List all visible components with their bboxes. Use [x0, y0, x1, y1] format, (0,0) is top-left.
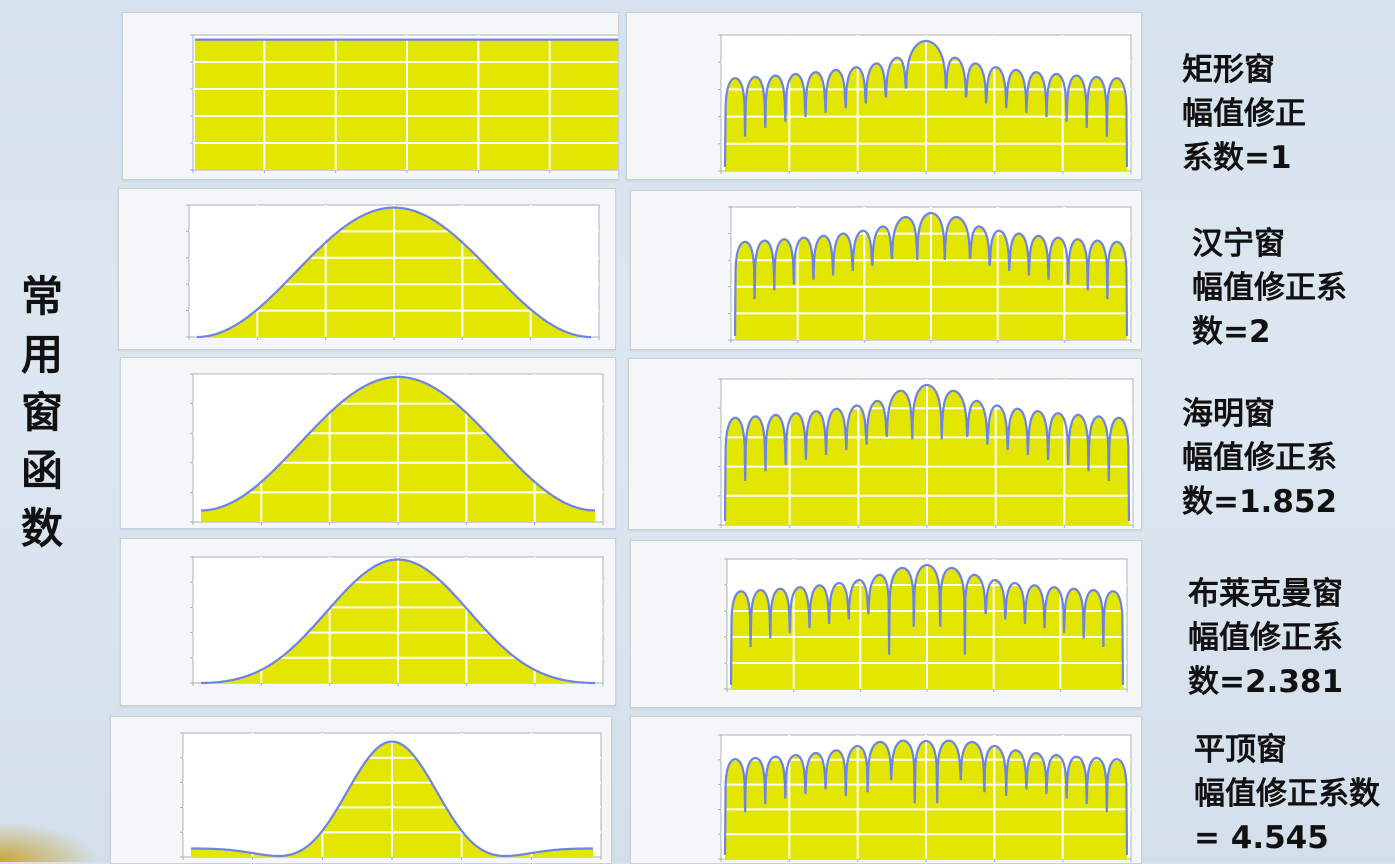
label-line: 海明窗	[1182, 396, 1275, 432]
hamming-time-chart	[190, 373, 604, 525]
label-line: 幅值修正系	[1182, 440, 1337, 476]
label-line: 数=2	[1192, 314, 1271, 350]
series-line	[201, 558, 595, 685]
hann-freq-panel	[630, 190, 1142, 350]
blackman-time-chart	[190, 556, 604, 686]
series-line	[733, 211, 1129, 337]
hann-time-chart	[186, 204, 600, 340]
blackman-freq-chart	[724, 558, 1128, 692]
rect-time-panel	[122, 12, 619, 180]
label-line: 汉宁窗	[1192, 226, 1285, 262]
series-line	[723, 39, 1129, 168]
side-title-char: 窗	[20, 388, 63, 437]
series-line	[197, 206, 591, 339]
label-line: 数=2.381	[1188, 664, 1344, 700]
row-2-label: 汉宁窗 幅值修正系 数=2	[1192, 222, 1347, 354]
series-line	[723, 383, 1131, 522]
rect-freq-panel	[626, 12, 1142, 180]
corner-shade	[0, 822, 100, 862]
series-line	[201, 375, 595, 512]
series-line	[191, 740, 593, 858]
hann-freq-chart	[728, 206, 1132, 343]
label-line: 矩形窗	[1182, 52, 1275, 88]
hamming-time-panel	[120, 357, 616, 529]
flattop-freq-panel	[630, 716, 1142, 864]
series-line	[729, 563, 1125, 686]
label-line: 幅值修正系	[1188, 620, 1343, 656]
hamming-freq-panel	[628, 358, 1142, 530]
hamming-freq-chart	[718, 378, 1134, 528]
row-4-label: 布莱克曼窗 幅值修正系 数=2.381	[1188, 572, 1343, 704]
rect-time-chart	[190, 34, 618, 173]
blackman-time-panel	[120, 538, 616, 706]
flattop-time-panel	[110, 716, 612, 864]
rect-freq-chart	[718, 34, 1132, 174]
flattop-freq-chart	[718, 734, 1132, 862]
label-line: 布莱克曼窗	[1188, 576, 1343, 612]
label-line: 幅值修正系	[1192, 270, 1347, 306]
hann-time-panel	[118, 188, 616, 350]
row-1-label: 矩形窗 幅值修正 系数=1	[1182, 48, 1306, 180]
label-line: 幅值修正	[1182, 96, 1306, 132]
flattop-time-chart	[180, 732, 602, 860]
side-title-char: 函	[20, 446, 63, 495]
side-title-char: 数	[20, 504, 63, 553]
label-line: = 4.545	[1194, 820, 1329, 856]
side-title-char: 用	[20, 330, 63, 379]
blackman-freq-panel	[630, 540, 1142, 708]
row-3-label: 海明窗 幅值修正系 数=1.852	[1182, 392, 1337, 524]
label-line: 系数=1	[1182, 140, 1292, 176]
side-title: 常 用 窗 函 数	[16, 268, 68, 558]
label-line: 幅值修正系数	[1194, 776, 1380, 812]
side-title-char: 常	[20, 272, 63, 321]
label-line: 平顶窗	[1194, 732, 1287, 768]
label-line: 数=1.852	[1182, 484, 1338, 520]
row-5-label: 平顶窗 幅值修正系数 = 4.545	[1194, 728, 1380, 860]
series-line	[723, 739, 1129, 856]
